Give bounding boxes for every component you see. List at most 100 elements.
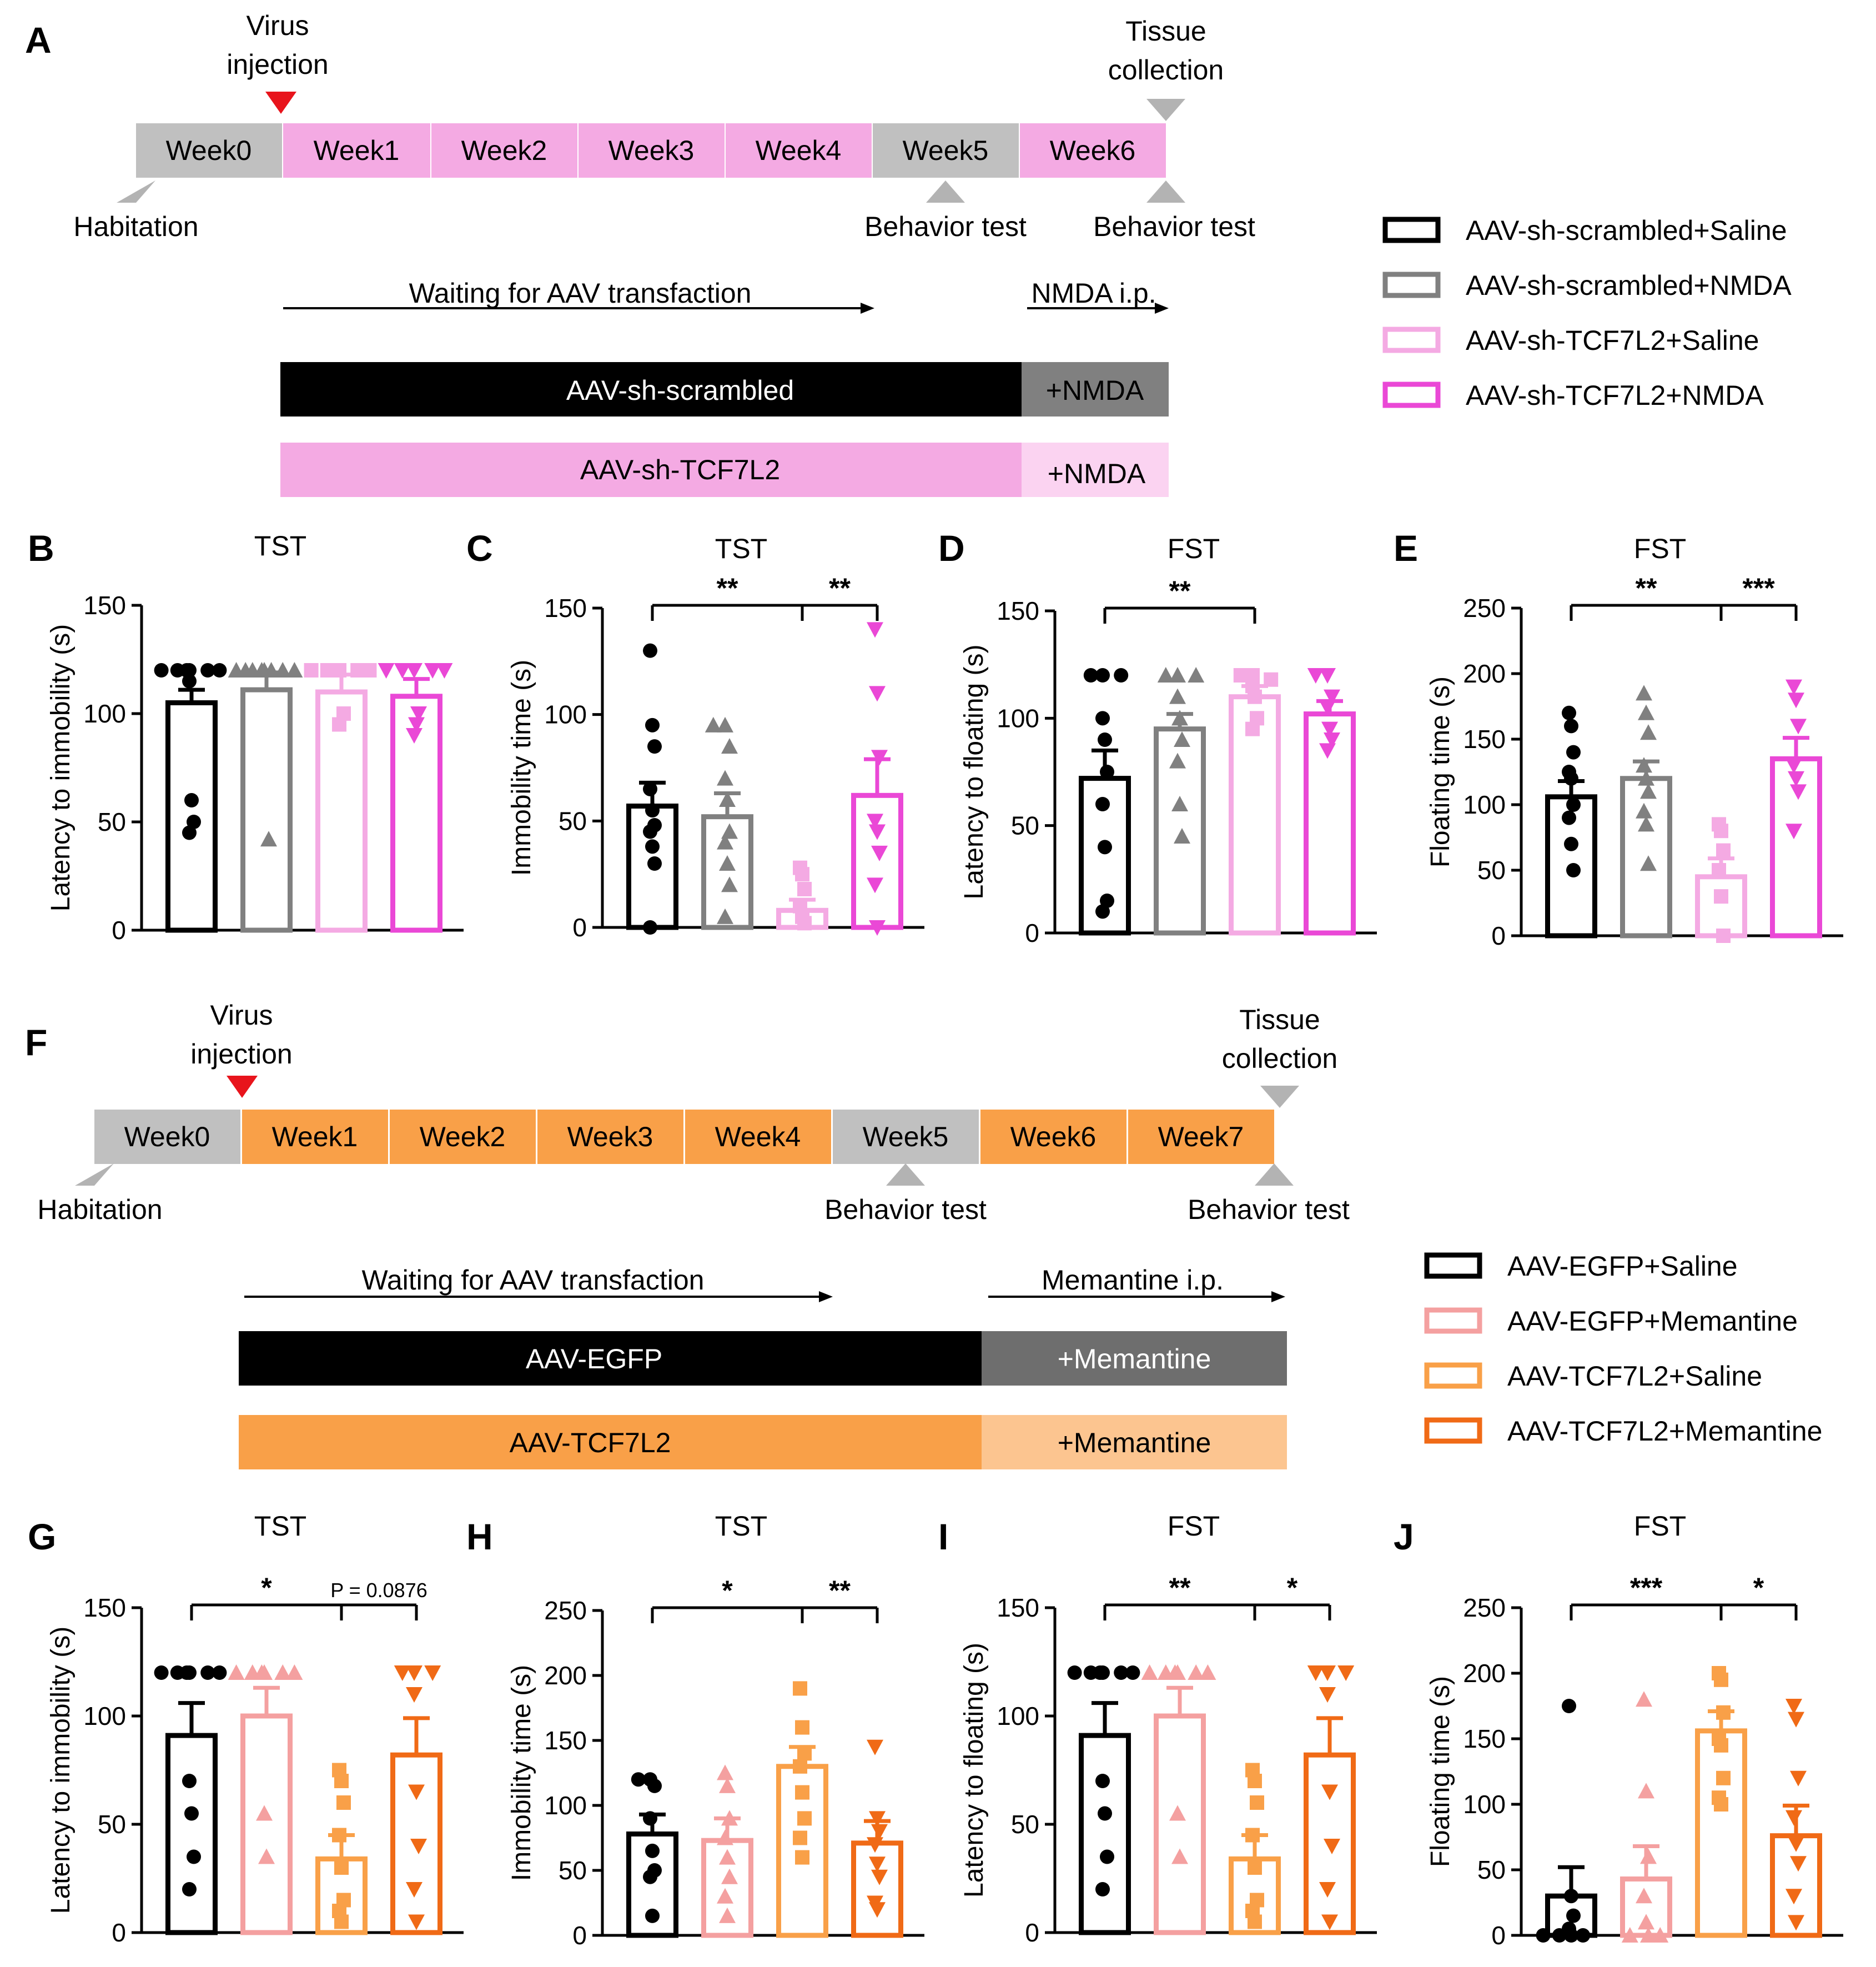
data-point-triangle: [1169, 667, 1186, 683]
data-point-circle: [643, 1811, 657, 1826]
significance-label: *: [1753, 1572, 1764, 1603]
data-point-triangle: [1141, 1664, 1158, 1680]
legend-swatch-f0: [1424, 1252, 1482, 1279]
injection-label-f: injection: [190, 1038, 292, 1070]
week-label: Week2: [461, 135, 547, 166]
data-point-circle: [643, 920, 657, 935]
chart-d: D FST 0 50 100 150 Latency to floating (s) **: [938, 528, 1377, 947]
data-point-circle: [182, 674, 197, 689]
y-tick-label: 200: [1463, 659, 1506, 688]
y-tick-label: 0: [572, 913, 587, 942]
y-tick-label: 250: [1463, 594, 1506, 623]
data-point-circle: [179, 663, 194, 678]
data-point-circle: [643, 1869, 657, 1884]
data-point-circle: [647, 856, 662, 871]
data-point-triangle: [1638, 770, 1654, 786]
data-point-square: [795, 1720, 809, 1735]
y-tick-label: 0: [1491, 1921, 1506, 1950]
data-point-triangle-down: [410, 1839, 427, 1854]
data-point-triangle-down: [1319, 1882, 1336, 1898]
bar: [1695, 874, 1747, 939]
data-point-circle: [1083, 668, 1098, 683]
data-point-circle: [1566, 797, 1581, 812]
behavior-test-label-f1: Behavior test: [824, 1194, 987, 1225]
data-point-triangle: [719, 855, 736, 871]
week-label: Week5: [863, 1121, 949, 1152]
data-point-triangle-down: [1319, 700, 1336, 716]
significance-label: ***: [1742, 573, 1775, 604]
data-point-square: [1712, 863, 1726, 877]
week-label: Week0: [166, 135, 252, 166]
data-point-triangle: [717, 908, 733, 924]
data-point-circle: [182, 825, 197, 840]
data-point-triangle: [1636, 757, 1652, 773]
data-point-circle: [1095, 668, 1110, 683]
data-point-triangle: [253, 1664, 270, 1680]
chart-title: TST: [254, 1511, 306, 1542]
data-point-triangle-down: [1790, 1856, 1807, 1872]
week-box: [1128, 1110, 1274, 1164]
memantine-ip-arrowhead: [1271, 1291, 1285, 1302]
behavior-test-label-a1: Behavior test: [864, 211, 1027, 242]
y-tick-label: 0: [1025, 919, 1039, 947]
significance-label: **: [829, 573, 851, 604]
data-point-triangle-down: [1786, 1699, 1802, 1714]
data-point-triangle: [1171, 796, 1188, 811]
data-point-triangle: [721, 1810, 738, 1826]
data-point-triangle-down: [1788, 1712, 1804, 1728]
data-point-triangle-down: [1790, 1770, 1807, 1787]
data-point-triangle: [228, 1664, 245, 1680]
y-tick-label: 150: [997, 1593, 1039, 1622]
y-axis-label: Latency to immobility (s): [46, 1627, 76, 1914]
data-point-triangle: [717, 834, 733, 850]
y-tick-label: 0: [112, 1918, 126, 1947]
data-point-circle: [182, 1774, 197, 1788]
y-tick-label: 0: [1491, 921, 1506, 950]
habitation-marker-f: [75, 1163, 114, 1186]
data-point-triangle-down: [1788, 693, 1804, 709]
data-point-triangle-down: [394, 1665, 411, 1681]
egfp-memantine-label: +Memantine: [1058, 1343, 1211, 1374]
week-label: Week6: [1050, 135, 1136, 166]
data-point-circle: [631, 1772, 646, 1787]
chart-title: FST: [1168, 533, 1220, 564]
week-box: [726, 123, 872, 178]
data-point-triangle: [719, 791, 736, 807]
egfp-memantine-bar: [982, 1331, 1287, 1386]
data-point-triangle: [721, 1868, 738, 1884]
y-tick-label: 100: [544, 700, 587, 729]
data-point-triangle-down: [410, 706, 427, 722]
data-point-triangle-down: [1307, 1665, 1324, 1681]
tissue-collection-marker-a: [1146, 99, 1185, 121]
data-point-square: [1714, 1738, 1728, 1753]
data-point-square: [304, 663, 319, 678]
week-label: Week6: [1010, 1121, 1097, 1152]
y-tick-label: 100: [997, 704, 1039, 732]
data-point-square: [797, 882, 812, 896]
nmda-ip-arrowhead: [1155, 303, 1169, 314]
data-point-square: [332, 1828, 346, 1843]
legend-label-a1: AAV-sh-scrambled+NMDA: [1466, 270, 1792, 301]
data-point-triangle: [719, 1777, 736, 1793]
data-point-circle: [645, 1908, 660, 1923]
week-box: [685, 1110, 831, 1164]
tcf7l2-label: AAV-TCF7L2: [510, 1427, 671, 1458]
data-point-triangle-down: [1319, 668, 1336, 684]
tissue-collection-marker-f: [1260, 1086, 1299, 1108]
legend-swatch-f2: [1424, 1362, 1482, 1389]
data-point-triangle-down: [408, 717, 425, 733]
data-point-triangle-down: [1321, 1914, 1338, 1930]
data-point-triangle-down: [1307, 668, 1324, 684]
egfp-bar: [239, 1331, 982, 1386]
data-point-circle: [1566, 745, 1581, 760]
week-box: [833, 1110, 979, 1164]
data-point-triangle: [1638, 1783, 1654, 1799]
data-point-triangle: [1171, 1848, 1188, 1864]
habitation-label-f: Habitation: [37, 1194, 162, 1225]
data-point-triangle: [1640, 1927, 1657, 1943]
data-point-square: [334, 1774, 349, 1788]
data-point-triangle-down: [871, 1824, 888, 1840]
waiting-label-a: Waiting for AAV transfaction: [409, 278, 752, 309]
